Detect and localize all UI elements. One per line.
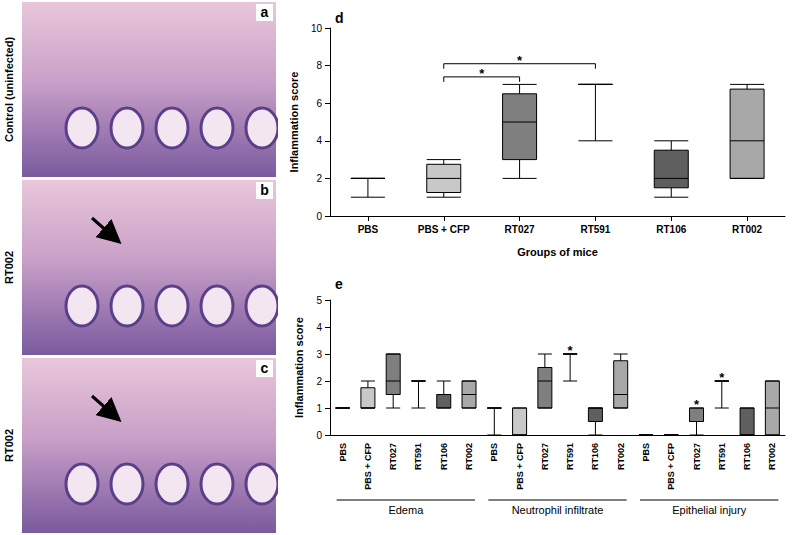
svg-text:RT591: RT591	[717, 443, 727, 470]
svg-text:e: e	[335, 276, 343, 292]
svg-text:RT106: RT106	[590, 443, 600, 470]
svg-text:PBS: PBS	[358, 224, 379, 235]
svg-text:Groups of mice: Groups of mice	[517, 246, 598, 258]
svg-text:0: 0	[316, 430, 322, 441]
svg-text:PBS: PBS	[489, 443, 499, 462]
svg-text:Neutrophil infiltrate: Neutrophil infiltrate	[512, 504, 604, 516]
svg-text:RT106: RT106	[439, 443, 449, 470]
svg-text:RT027: RT027	[388, 443, 398, 470]
svg-text:RT591: RT591	[565, 443, 575, 470]
svg-text:2: 2	[316, 376, 322, 387]
svg-text:PBS: PBS	[641, 443, 651, 462]
svg-text:PBS + CFP: PBS + CFP	[515, 443, 525, 490]
svg-text:RT027: RT027	[692, 443, 702, 470]
svg-text:Edema: Edema	[388, 504, 424, 516]
svg-text:RT027: RT027	[505, 224, 535, 235]
svg-text:8: 8	[316, 60, 322, 71]
svg-text:RT002: RT002	[3, 429, 15, 462]
svg-text:PBS + CFP: PBS + CFP	[418, 224, 470, 235]
svg-text:4: 4	[316, 322, 322, 333]
svg-text:0: 0	[316, 211, 322, 222]
svg-text:c: c	[261, 360, 269, 376]
svg-text:PBS + CFP: PBS + CFP	[363, 443, 373, 490]
svg-text:b: b	[260, 182, 269, 198]
svg-text:PBS: PBS	[338, 443, 348, 462]
svg-text:RT002: RT002	[616, 443, 626, 470]
svg-text:5: 5	[316, 295, 322, 306]
svg-text:a: a	[261, 4, 269, 20]
svg-text:*: *	[479, 66, 485, 81]
svg-text:PBS + CFP: PBS + CFP	[666, 443, 676, 490]
svg-text:RT002: RT002	[464, 443, 474, 470]
svg-text:Control (uninfected): Control (uninfected)	[3, 37, 15, 142]
svg-text:RT106: RT106	[742, 443, 752, 470]
svg-text:RT002: RT002	[3, 251, 15, 284]
svg-text:RT591: RT591	[580, 224, 610, 235]
svg-text:RT106: RT106	[656, 224, 686, 235]
svg-text:1: 1	[316, 403, 322, 414]
svg-text:6: 6	[316, 98, 322, 109]
svg-text:Inflammation score: Inflammation score	[293, 317, 305, 418]
svg-text:Epithelial injury: Epithelial injury	[672, 504, 746, 516]
svg-text:RT002: RT002	[767, 443, 777, 470]
svg-text:3: 3	[316, 349, 322, 360]
svg-text:d: d	[335, 10, 344, 26]
svg-text:2: 2	[316, 173, 322, 184]
svg-text:10: 10	[311, 23, 323, 34]
svg-text:*: *	[517, 53, 523, 68]
svg-text:4: 4	[316, 135, 322, 146]
svg-text:Inflammation score: Inflammation score	[288, 72, 300, 173]
svg-text:RT027: RT027	[540, 443, 550, 470]
svg-text:RT002: RT002	[732, 224, 762, 235]
svg-text:RT591: RT591	[413, 443, 423, 470]
